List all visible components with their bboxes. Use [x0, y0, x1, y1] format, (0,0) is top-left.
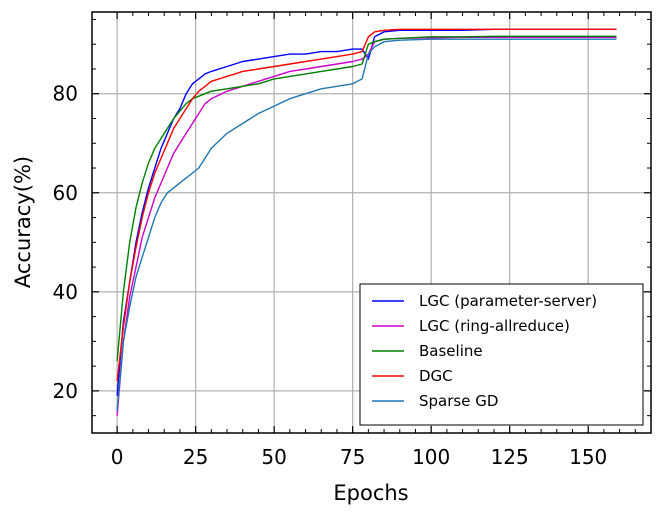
- x-tick-labels: 0 25 50 75 100 125 150: [111, 445, 608, 469]
- legend-label-lgc-parameter-server: LGC (parameter-server): [419, 292, 597, 310]
- series-line-lgc-parameter-server: [116, 28, 617, 396]
- legend-label-sparse-gd: Sparse GD: [419, 392, 498, 410]
- y-tick-label: 20: [53, 379, 78, 403]
- series-line-dgc: [116, 28, 617, 382]
- series-line-sparse-gd: [116, 38, 617, 411]
- x-tick-label: 50: [261, 445, 286, 469]
- legend-box: [359, 283, 644, 426]
- x-tick-label: 75: [340, 445, 365, 469]
- plot-frame: [91, 11, 652, 434]
- series-line-lgc-ring-allreduce: [116, 36, 617, 416]
- x-tick-label: 100: [412, 445, 450, 469]
- x-axis-title: Epochs: [333, 481, 408, 505]
- y-tick-label: 60: [53, 181, 78, 205]
- series-lines: [116, 28, 617, 416]
- y-tick-label: 80: [53, 82, 78, 106]
- x-tick-label: 125: [491, 445, 529, 469]
- legend: LGC (parameter-server) LGC (ring-allreduc…: [359, 283, 644, 426]
- x-tick-label: 25: [183, 445, 208, 469]
- legend-label-baseline: Baseline: [419, 342, 483, 360]
- y-tick-label: 40: [53, 280, 78, 304]
- axis-ticks: [92, 12, 651, 433]
- x-tick-label: 0: [111, 445, 124, 469]
- series-line-baseline: [116, 35, 617, 362]
- x-tick-label: 150: [569, 445, 607, 469]
- y-tick-labels: 20 40 60 80: [53, 82, 78, 403]
- y-axis-title: Accuracy(%): [11, 156, 35, 288]
- legend-label-lgc-ring-allreduce: LGC (ring-allreduce): [419, 317, 570, 335]
- legend-label-dgc: DGC: [419, 367, 453, 385]
